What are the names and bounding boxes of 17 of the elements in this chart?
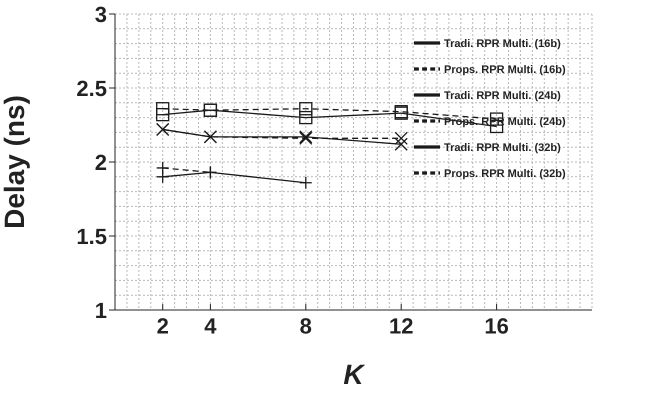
y-tick-label: 1 (94, 298, 107, 323)
legend-label: Tradi. RPR Multi. (24b) (444, 90, 561, 102)
x-axis-title: K (343, 359, 366, 390)
y-tick-label: 2.5 (76, 76, 107, 101)
x-tick-label: 4 (204, 314, 218, 339)
x-tick-label: 8 (300, 314, 312, 339)
x-tick-label: 16 (484, 314, 509, 339)
x-tick-label: 12 (388, 314, 414, 339)
legend-label: Props. RPR Multi. (16b) (444, 64, 566, 76)
legend-label: Props. RPR Multi. (32b) (444, 168, 566, 180)
legend-label: Tradi. RPR Multi. (16b) (444, 38, 561, 50)
y-axis-title: Delay (ns) (0, 95, 30, 229)
y-tick-label: 3 (94, 2, 107, 27)
x-tick-label: 2 (156, 314, 169, 339)
y-tick-label: 2 (94, 150, 107, 175)
legend-label: Tradi. RPR Multi. (32b) (444, 142, 561, 154)
y-tick-label: 1.5 (76, 224, 107, 249)
